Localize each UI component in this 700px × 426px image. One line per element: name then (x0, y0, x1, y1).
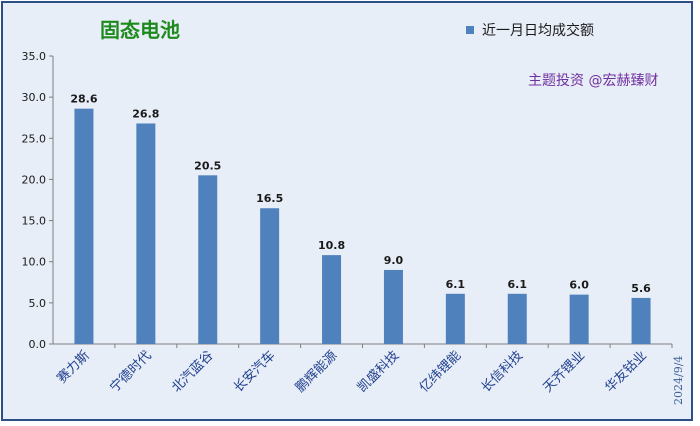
category-label: 鹏辉能源 (293, 348, 340, 395)
y-tick-label: 15.0 (22, 215, 47, 228)
bar (445, 293, 465, 344)
y-tick-label: 0.0 (29, 338, 47, 351)
bar (322, 255, 342, 344)
category-label: 亿纬锂能 (417, 348, 464, 395)
legend-label: 近一月日均成交额 (482, 23, 594, 39)
y-tick-label: 5.0 (29, 297, 47, 310)
watermark-text: 主题投资 @宏赫臻财 (528, 73, 659, 89)
y-tick-label: 20.0 (22, 173, 47, 186)
data-label: 5.6 (631, 282, 651, 295)
bar (74, 108, 94, 344)
data-label: 26.8 (132, 107, 159, 120)
data-label: 28.6 (70, 93, 97, 106)
category-label: 长安汽车 (230, 348, 278, 396)
category-label: 凯盛科技 (355, 348, 402, 395)
y-tick-label: 25.0 (22, 132, 47, 145)
category-label: 华友钴业 (602, 348, 650, 396)
bar (507, 293, 527, 344)
y-tick-label: 10.0 (22, 256, 47, 269)
legend: 近一月日均成交额 (466, 20, 594, 40)
bar (631, 297, 651, 344)
bar (569, 294, 589, 344)
data-label: 16.5 (256, 192, 283, 205)
data-label: 20.5 (194, 159, 221, 172)
bar (136, 123, 156, 344)
data-label: 9.0 (384, 254, 404, 267)
legend-swatch (466, 26, 474, 34)
data-label: 6.0 (569, 279, 589, 292)
bar (198, 175, 218, 344)
chart-frame (1, 1, 693, 421)
category-label: 宁德时代 (107, 348, 155, 396)
data-label: 10.8 (318, 239, 345, 252)
data-label: 6.1 (508, 278, 528, 291)
y-tick-label: 30.0 (22, 91, 47, 104)
data-label: 6.1 (446, 278, 466, 291)
category-label: 长信科技 (479, 348, 526, 395)
chart-title: 固态电池 (100, 18, 180, 42)
category-label: 赛力斯 (54, 348, 93, 387)
category-label: 天齐锂业 (540, 348, 588, 396)
y-tick-label: 35.0 (22, 50, 47, 63)
bar (383, 269, 403, 344)
category-label: 北汽蓝谷 (169, 348, 216, 395)
bar (260, 208, 280, 344)
